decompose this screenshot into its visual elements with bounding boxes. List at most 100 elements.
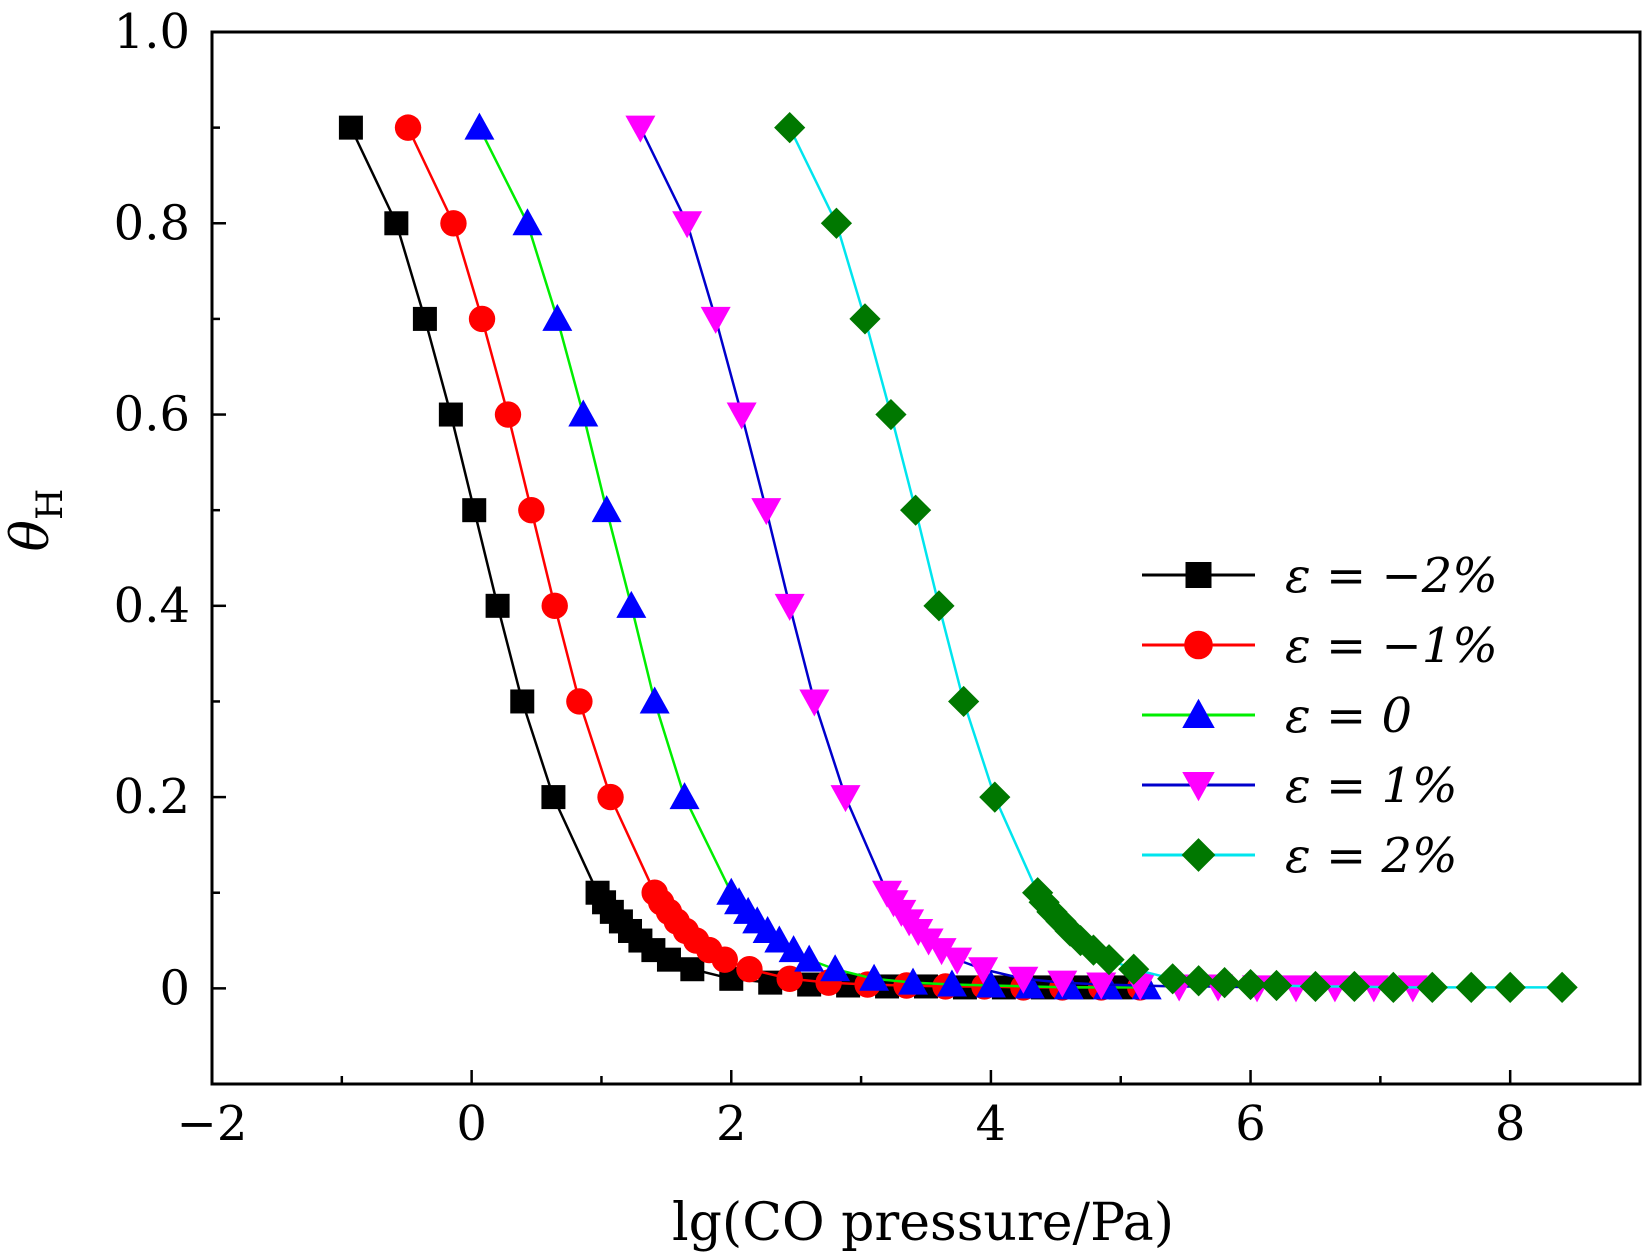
data-point: [926, 938, 957, 966]
data-point: [541, 592, 568, 620]
data-point: [1086, 972, 1117, 1000]
legend-swatch-marker: [1182, 772, 1215, 802]
data-point: [672, 211, 703, 239]
legend-item: ε = 0: [1142, 688, 1412, 744]
legend-item: ε = −2%: [1142, 548, 1498, 604]
data-point: [462, 498, 487, 523]
data-point: [979, 781, 1011, 813]
data-point: [849, 303, 881, 335]
data-point: [774, 593, 805, 621]
y-axis-title-subscript: H: [30, 489, 71, 520]
data-point: [597, 783, 624, 811]
data-point: [468, 305, 496, 333]
legend-label: ε = 2%: [1285, 828, 1458, 884]
data-point: [625, 115, 656, 143]
data-point: [1416, 971, 1448, 1004]
legend: ε = −2% ε = −1% ε = 0 ε = 1% ε = 2%: [1142, 548, 1498, 884]
data-point: [338, 115, 363, 140]
data-point: [394, 114, 422, 141]
data-point: [776, 965, 803, 992]
data-point: [1358, 975, 1389, 1003]
x-tick-label: 0: [456, 1096, 487, 1152]
legend-item: ε = −1%: [1142, 618, 1498, 674]
y-axis-title-symbol: θ: [1, 520, 61, 551]
series-4: [774, 112, 1578, 1004]
data-point: [566, 688, 593, 715]
data-point: [639, 686, 670, 714]
y-tick-label: 0.4: [114, 578, 190, 634]
data-point: [1008, 966, 1039, 994]
data-point: [1093, 944, 1125, 976]
data-point: [568, 399, 599, 427]
axes: −2 0 2 4 6 8 0 0.2 0.4 0.6 0.8 1.0: [114, 4, 1642, 1152]
data-point: [669, 782, 700, 810]
data-point: [384, 211, 409, 236]
data-point: [1397, 975, 1428, 1003]
legend-swatch-marker: [1181, 838, 1216, 872]
svg-text:θH: θH: [1, 489, 71, 552]
data-point: [438, 402, 463, 427]
data-point: [1455, 971, 1487, 1004]
data-point: [820, 207, 853, 239]
data-point: [1047, 970, 1078, 998]
y-tick-label: 0.2: [114, 769, 190, 825]
series-2: [464, 112, 1162, 1000]
data-point: [799, 689, 830, 717]
x-tick-label: −2: [177, 1096, 248, 1152]
legend-swatch-marker: [1184, 630, 1213, 660]
series-line: [349, 127, 1121, 989]
data-point: [1546, 971, 1578, 1004]
data-point: [936, 969, 967, 997]
data-point: [913, 928, 944, 956]
data-point: [778, 935, 809, 963]
data-point: [656, 947, 681, 972]
x-tick-label: 4: [976, 1096, 1007, 1152]
data-point: [680, 957, 705, 982]
legend-label: ε = −2%: [1285, 548, 1498, 604]
plot-frame: [210, 30, 1642, 1086]
data-point: [512, 208, 543, 236]
x-axis-title: lg(CO pressure/Pa): [672, 1193, 1174, 1253]
data-point: [1064, 924, 1097, 957]
data-point: [875, 398, 907, 431]
data-point: [1157, 963, 1189, 995]
legend-label: ε = −1%: [1285, 618, 1498, 674]
data-point: [1028, 886, 1060, 918]
data-point: [859, 963, 890, 991]
data-point: [830, 785, 861, 813]
data-point: [711, 946, 738, 973]
y-tick-label: 0.8: [114, 195, 190, 251]
data-point: [1234, 968, 1267, 1001]
data-point: [968, 957, 999, 985]
data-point: [412, 306, 437, 331]
legend-swatch-marker: [1182, 698, 1215, 728]
y-tick-label: 1.0: [114, 4, 190, 60]
data-point: [726, 402, 757, 430]
legend-item: ε = 1%: [1142, 758, 1458, 814]
data-point: [518, 496, 545, 524]
data-point: [464, 112, 495, 140]
data-point: [923, 590, 955, 622]
y-axis-title: θH: [1, 489, 71, 552]
data-point: [764, 925, 795, 953]
data-point: [1054, 915, 1086, 947]
legend-swatch-marker: [1185, 562, 1212, 588]
data-point: [485, 593, 510, 618]
legend-label: ε = 1%: [1285, 758, 1458, 814]
x-tick-label: 6: [1235, 1096, 1266, 1152]
data-point: [794, 944, 825, 972]
data-point: [751, 498, 782, 526]
data-point: [1118, 953, 1150, 985]
series-0: [338, 115, 1133, 1000]
series-line: [406, 127, 1141, 989]
y-tick-label: 0.6: [114, 387, 190, 443]
data-point: [1319, 975, 1350, 1003]
data-point: [1338, 970, 1370, 1003]
data-point: [975, 970, 1006, 998]
data-point: [541, 785, 566, 810]
y-tick-label: 0: [159, 960, 190, 1016]
data-point: [898, 967, 929, 995]
data-point: [900, 494, 932, 526]
data-point: [1045, 905, 1077, 938]
